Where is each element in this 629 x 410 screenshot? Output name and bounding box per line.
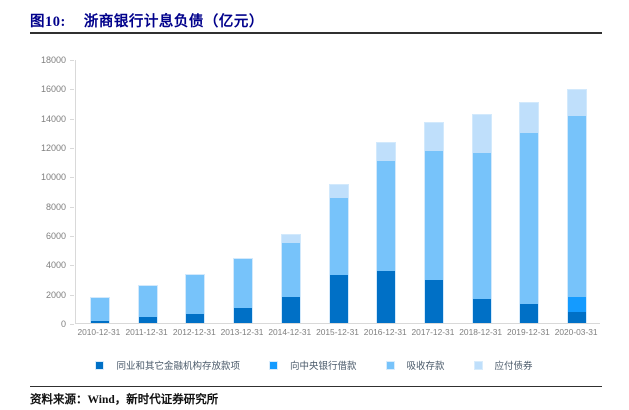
bar-segment — [472, 298, 491, 323]
x-tick-label: 2014-12-31 — [268, 327, 312, 337]
y-tick-mark — [70, 148, 74, 149]
bar-2020-03-31 — [567, 88, 588, 323]
bar-segment — [138, 316, 157, 323]
bar-segment — [472, 153, 491, 299]
bar-segment — [90, 297, 109, 321]
y-tick-label: 16000 — [40, 84, 66, 95]
bar-segment — [377, 160, 396, 271]
bar-segment — [329, 185, 348, 199]
bar-2018-12-31 — [471, 114, 492, 323]
y-tick-mark — [70, 236, 74, 237]
legend-marker-icon — [473, 360, 483, 370]
bar-segment — [281, 235, 300, 243]
y-tick-label: 0 — [60, 319, 66, 329]
bar-2012-12-31 — [185, 273, 206, 323]
bar-segment — [424, 280, 443, 323]
y-tick-label: 10000 — [40, 172, 66, 183]
bar-2017-12-31 — [423, 121, 444, 323]
bar-2010-12-31 — [89, 296, 110, 323]
stacked-bar-chart: 0 2000 4000 6000 8000 10000 12000 14000 16000 180… — [0, 55, 629, 390]
bar-segment — [234, 307, 253, 323]
x-axis: 2010-12-31 2011-12-31 2012-12-31 2013-12-31… — [75, 327, 600, 341]
source-note: 资料来源：Wind，新时代证券研究所 — [30, 394, 219, 406]
bar-segment — [568, 89, 587, 117]
bar-segment — [472, 115, 491, 154]
bar-segment — [329, 198, 348, 275]
bar-segment — [568, 296, 587, 312]
legend-item: 向中央银行借款 — [268, 358, 357, 372]
y-tick-mark — [70, 118, 74, 120]
bar-segment — [281, 242, 300, 298]
bar-segment — [377, 270, 396, 323]
legend: 同业和其它金融机构存放款项 向中央银行借款 吸收存款 应付债券 — [0, 358, 629, 372]
bar-segment — [424, 151, 443, 281]
y-axis: 0 2000 4000 6000 8000 10000 12000 14000 16000 180… — [0, 56, 75, 329]
y-tick-mark — [70, 206, 74, 208]
bar-2019-12-31 — [519, 101, 540, 323]
x-tick-label: 2018-12-31 — [459, 327, 503, 337]
x-tick-label: 2020-03-31 — [554, 327, 598, 337]
bar-segment — [424, 122, 443, 152]
x-tick-label: 2011-12-31 — [125, 327, 168, 337]
y-tick-label: 18000 — [40, 55, 66, 65]
x-tick-label: 2019-12-31 — [506, 327, 550, 337]
y-tick-mark — [70, 324, 74, 325]
y-tick-mark — [70, 177, 74, 179]
bar-segment — [234, 259, 253, 308]
bar-segment — [281, 297, 300, 323]
bar-2016-12-31 — [376, 142, 397, 323]
y-tick-mark — [70, 89, 74, 91]
bar-segment — [377, 143, 396, 161]
figure-header: 图10: 浙商银行计息负债（亿元） — [30, 10, 264, 31]
bar-segment — [138, 285, 157, 317]
y-tick-label: 14000 — [40, 113, 66, 124]
bar-segment — [329, 274, 348, 323]
bar-2014-12-31 — [280, 234, 301, 323]
legend-label: 应付债券 — [494, 361, 533, 372]
legend-marker-icon — [268, 360, 278, 370]
bar-segment — [186, 274, 205, 315]
bar-segment — [520, 133, 539, 304]
legend-item: 同业和其它金融机构存放款项 — [95, 358, 240, 372]
legend-marker-icon — [95, 360, 105, 370]
x-tick-label: 2010-12-31 — [77, 327, 121, 337]
bar-segment — [568, 116, 587, 297]
bar-2015-12-31 — [328, 184, 349, 323]
bar-segment — [520, 303, 539, 323]
legend-label: 同业和其它金融机构存放款项 — [116, 361, 240, 372]
y-tick-mark — [70, 60, 74, 61]
footer-divider — [30, 386, 602, 387]
plot-area — [75, 60, 600, 324]
x-tick-label: 2015-12-31 — [316, 327, 359, 337]
bar-segment — [186, 314, 205, 323]
x-tick-label: 2017-12-31 — [411, 327, 455, 337]
x-tick-label: 2013-12-31 — [220, 327, 264, 337]
figure-number: 图10: — [30, 14, 66, 30]
y-tick-label: 8000 — [45, 201, 66, 212]
y-tick-label: 4000 — [45, 260, 66, 271]
legend-label: 向中央银行借款 — [289, 361, 357, 372]
bar-2011-12-31 — [137, 284, 158, 323]
bar-2013-12-31 — [233, 258, 254, 323]
legend-label: 吸收存款 — [406, 361, 445, 372]
y-tick-mark — [70, 265, 74, 267]
bar-segment — [520, 102, 539, 134]
x-tick-label: 2012-12-31 — [172, 327, 216, 337]
legend-item: 应付债券 — [473, 358, 533, 372]
y-tick-label: 12000 — [40, 143, 66, 153]
y-tick-mark — [70, 294, 74, 296]
bar-segment — [90, 320, 109, 323]
x-tick-label: 2016-12-31 — [363, 327, 407, 337]
y-tick-label: 6000 — [45, 231, 66, 241]
header-divider — [30, 32, 602, 34]
figure-title: 浙商银行计息负债（亿元） — [83, 14, 264, 30]
legend-item: 吸收存款 — [385, 358, 445, 372]
y-tick-label: 2000 — [45, 289, 66, 300]
bar-segment — [568, 311, 587, 323]
legend-marker-icon — [385, 360, 395, 370]
